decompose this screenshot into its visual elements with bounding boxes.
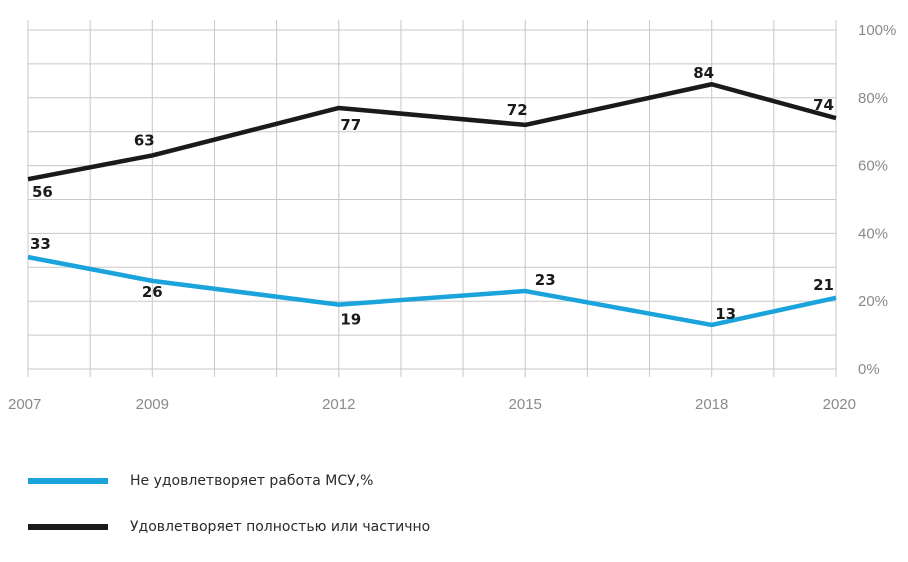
y-tick-label: 20%	[858, 293, 888, 310]
data-label: 19	[340, 311, 361, 329]
data-label: 74	[813, 96, 834, 114]
grid	[27, 20, 837, 377]
data-label: 23	[535, 271, 556, 289]
x-tick-label: 2015	[509, 396, 542, 413]
x-tick-label: 2012	[322, 396, 355, 413]
data-label: 77	[340, 116, 361, 134]
data-label: 84	[693, 64, 714, 82]
y-tick-label: 0%	[858, 361, 880, 378]
x-tick-label: 2020	[823, 396, 856, 413]
data-label: 33	[30, 235, 51, 253]
y-axis-ticks: 0% 20% 40% 60% 80% 100%	[858, 22, 896, 378]
legend-swatch-unsatisfied	[28, 478, 108, 484]
series-lines	[27, 81, 837, 328]
data-label: 63	[134, 131, 155, 149]
line-chart: 0%20%40%60%80%100% 2007 2009 2012 2015 2018 2…	[8, 20, 896, 413]
legend: Не удовлетворяет работа МСУ,% Удовлетвор…	[28, 470, 430, 562]
legend-item-unsatisfied: Не удовлетворяет работа МСУ,%	[28, 470, 430, 492]
y-tick-label: 100%	[858, 22, 896, 39]
legend-swatch-satisfied	[28, 524, 108, 530]
y-tick-label: 80%	[858, 90, 888, 107]
legend-label-satisfied: Удовлетворяет полностью или частично	[130, 519, 431, 535]
data-label: 56	[32, 183, 53, 201]
x-tick-label: 2018	[695, 396, 728, 413]
data-label: 13	[715, 305, 736, 323]
series-line-0	[27, 254, 837, 328]
x-axis-ticks: 2007 2009 2012 2015 2018 2020	[8, 396, 856, 413]
data-label: 21	[813, 276, 834, 294]
x-tick-label: 2007	[8, 396, 41, 413]
data-label: 72	[507, 101, 528, 119]
legend-item-satisfied: Удовлетворяет полностью или частично	[28, 516, 430, 538]
legend-label-unsatisfied: Не удовлетворяет работа МСУ,%	[130, 473, 374, 489]
series-line-1	[27, 81, 837, 182]
data-labels: 33 26 19 23 13 21 56 63 77 72 84 74	[30, 64, 834, 328]
y-tick-label: 40%	[858, 225, 888, 242]
data-label: 26	[142, 283, 163, 301]
y-tick-label: 60%	[858, 158, 888, 175]
x-tick-label: 2009	[136, 396, 169, 413]
